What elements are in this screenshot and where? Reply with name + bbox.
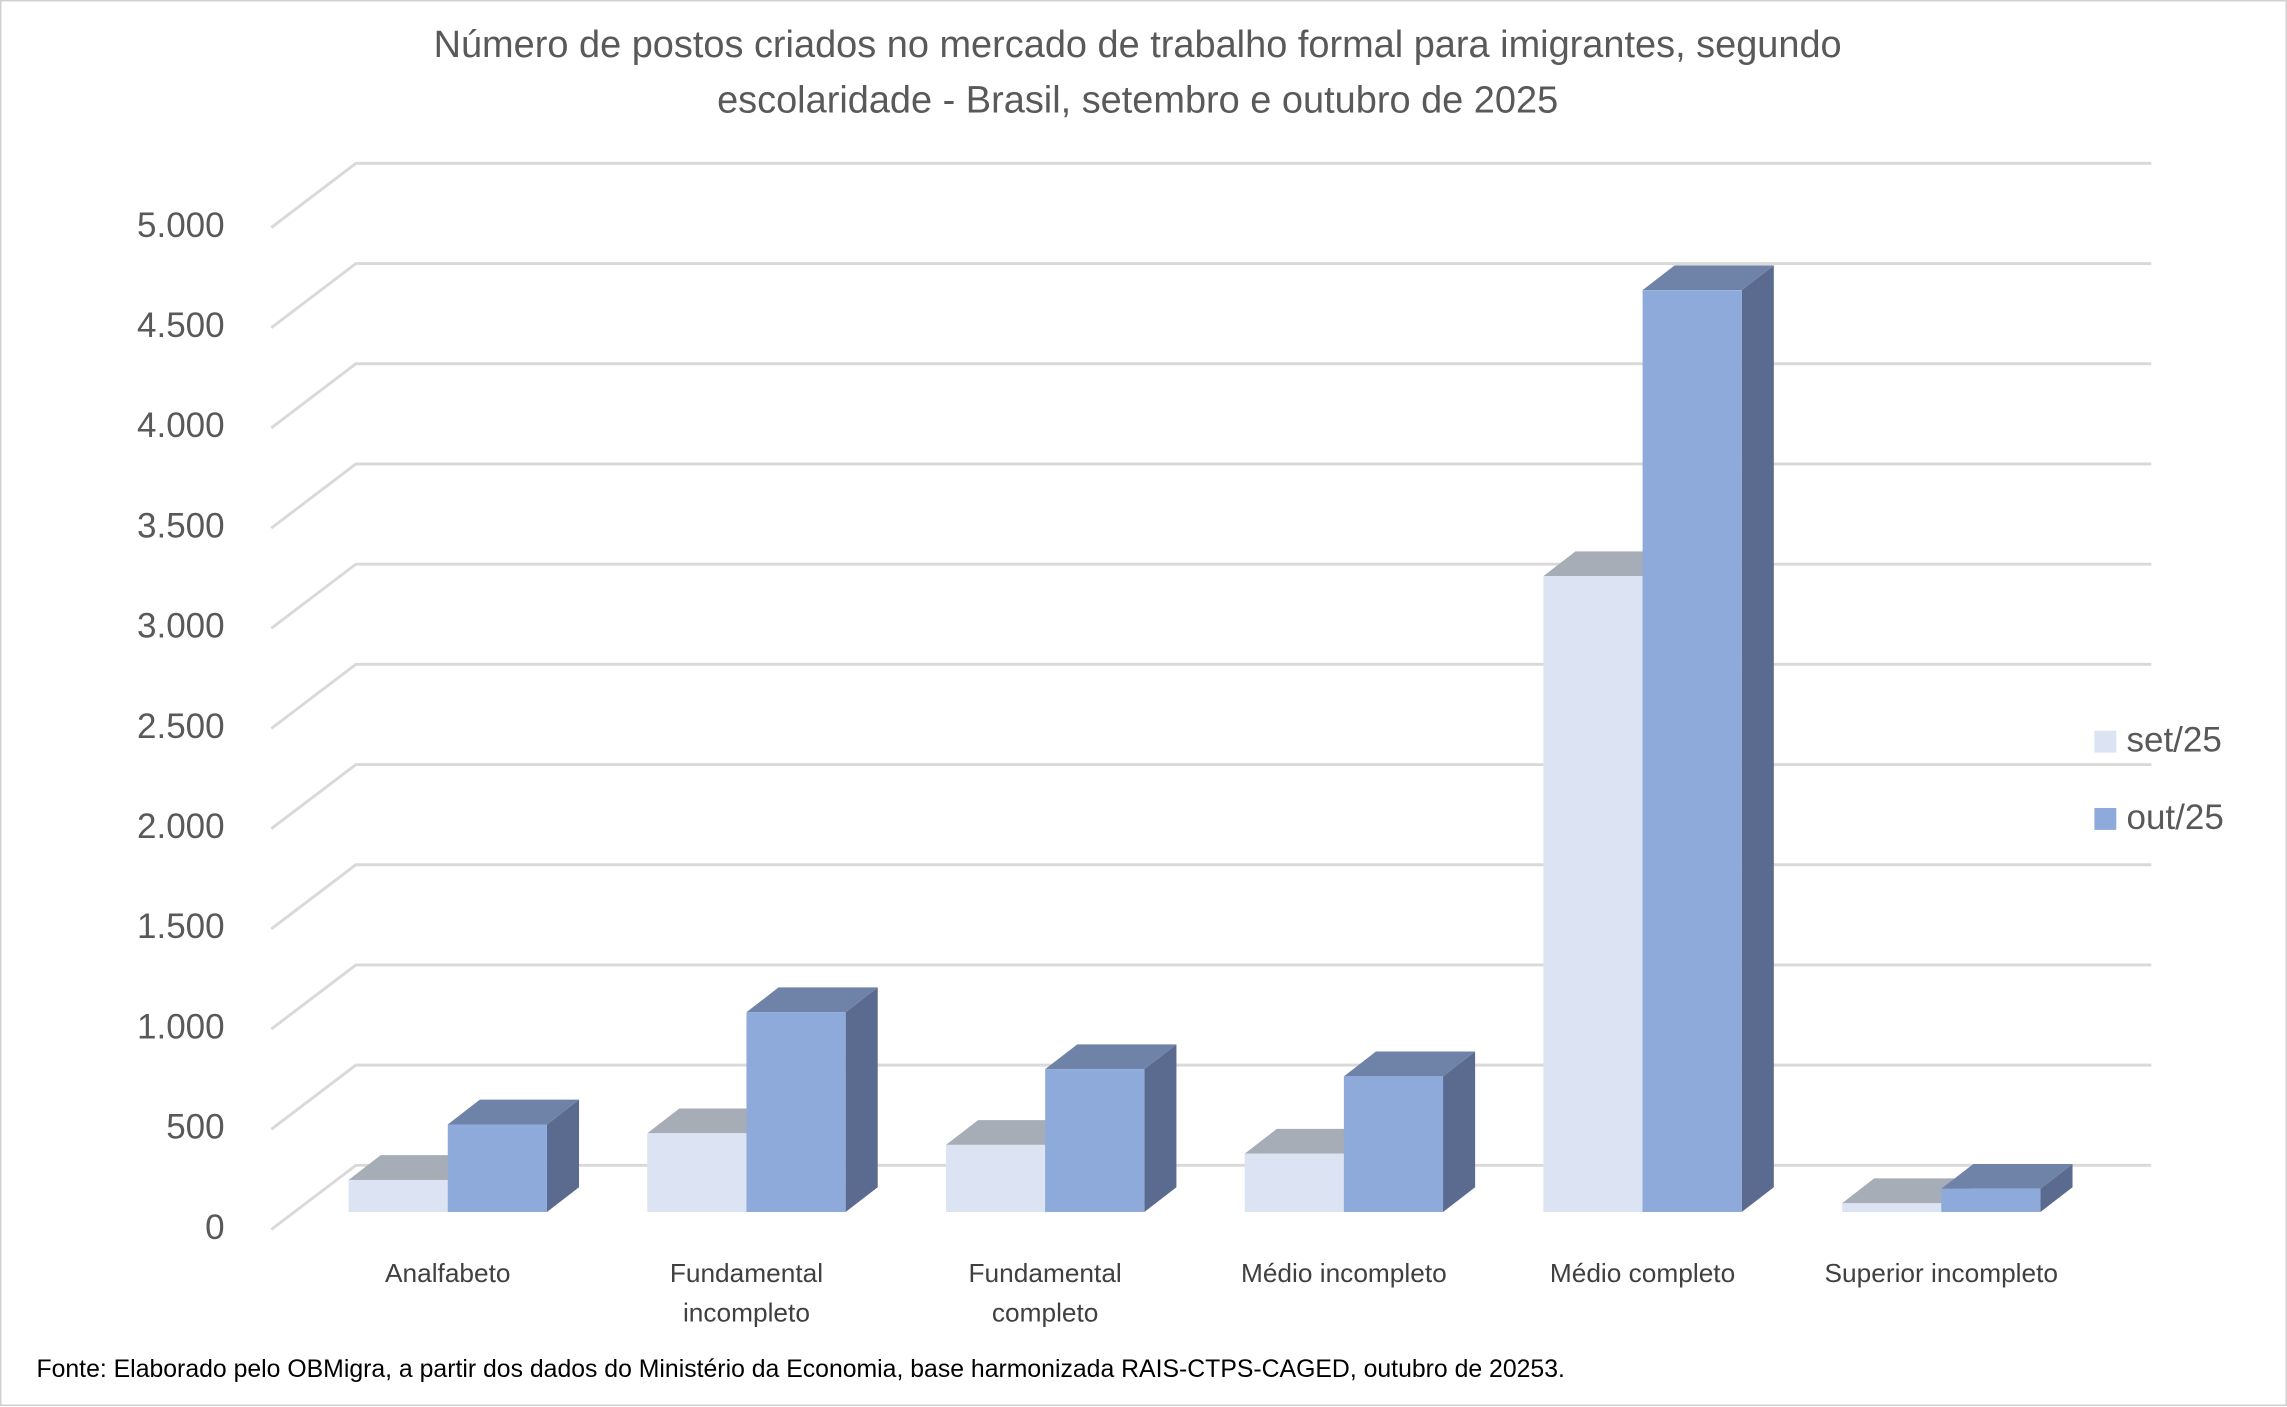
bar-top bbox=[1343, 1051, 1476, 1077]
bar-top bbox=[1642, 265, 1774, 291]
y-tick-label: 500 bbox=[166, 1108, 224, 1147]
bar bbox=[1941, 1188, 2041, 1213]
bar-top bbox=[447, 1099, 580, 1125]
y-tick-label: 1.000 bbox=[137, 1007, 225, 1046]
x-tick-label: Analfabeto bbox=[384, 1258, 511, 1288]
bar-top bbox=[746, 987, 878, 1013]
bar bbox=[348, 1179, 448, 1213]
bar bbox=[1343, 1076, 1444, 1213]
bar-side bbox=[546, 1099, 580, 1213]
y-tick-label: 3.500 bbox=[137, 506, 225, 545]
legend-label: set/25 bbox=[2126, 721, 2221, 760]
bar-top bbox=[348, 1155, 480, 1180]
grid-line bbox=[270, 863, 2152, 931]
bar bbox=[447, 1124, 547, 1213]
grid-line bbox=[270, 662, 2152, 730]
legend-label: out/25 bbox=[2126, 798, 2223, 837]
grid-line bbox=[270, 462, 2152, 530]
bar bbox=[647, 1133, 747, 1213]
bar-side bbox=[2040, 1163, 2073, 1213]
grid-line bbox=[270, 262, 2152, 329]
y-tick-label: 3.000 bbox=[137, 607, 225, 646]
bar bbox=[945, 1144, 1046, 1213]
legend-swatch bbox=[2094, 808, 2117, 830]
bar-top bbox=[1842, 1178, 1974, 1204]
y-tick-label: 4.000 bbox=[137, 406, 225, 445]
bar bbox=[746, 1012, 846, 1213]
x-tick-label: Fundamental incompleto bbox=[669, 1258, 824, 1328]
bar-top bbox=[1543, 551, 1675, 577]
x-tick-label: Médio completo bbox=[1549, 1258, 1736, 1288]
grid-line bbox=[270, 161, 2152, 229]
bar-top bbox=[1045, 1044, 1177, 1070]
x-tick-label: Superior incompleto bbox=[1824, 1258, 2059, 1288]
grid-line bbox=[270, 362, 2152, 430]
bar-top bbox=[945, 1120, 1078, 1145]
y-tick-label: 2.000 bbox=[137, 807, 225, 846]
bar bbox=[1244, 1153, 1344, 1213]
chart-title: Número de postos criados no mercado de t… bbox=[433, 21, 1842, 122]
bar-side bbox=[1144, 1044, 1177, 1213]
bar bbox=[1045, 1069, 1145, 1213]
y-tick-label: 4.500 bbox=[137, 306, 225, 345]
bar-side bbox=[1443, 1051, 1476, 1213]
source-note: Fonte: Elaborado pelo OBMigra, a partir … bbox=[36, 1354, 1565, 1383]
bar bbox=[1543, 576, 1643, 1213]
bar-side bbox=[845, 987, 878, 1213]
grid-line bbox=[270, 562, 2152, 630]
legend-swatch bbox=[2094, 730, 2117, 753]
bar-top bbox=[1941, 1163, 2073, 1189]
bar-side bbox=[1741, 265, 1774, 1213]
x-tick-label: Médio incompleto bbox=[1240, 1258, 1447, 1288]
bar bbox=[1642, 290, 1742, 1213]
y-tick-label: 5.000 bbox=[137, 206, 225, 245]
bar-top bbox=[647, 1108, 779, 1134]
grid-line bbox=[270, 763, 2152, 830]
grid-line bbox=[270, 963, 2152, 1031]
y-tick-label: 1.500 bbox=[137, 907, 225, 946]
y-tick-label: 0 bbox=[205, 1208, 224, 1247]
bar-top bbox=[1244, 1128, 1376, 1154]
bar bbox=[1842, 1203, 1942, 1213]
y-tick-label: 2.500 bbox=[137, 707, 225, 746]
x-tick-label: Fundamental completo bbox=[968, 1258, 1122, 1328]
